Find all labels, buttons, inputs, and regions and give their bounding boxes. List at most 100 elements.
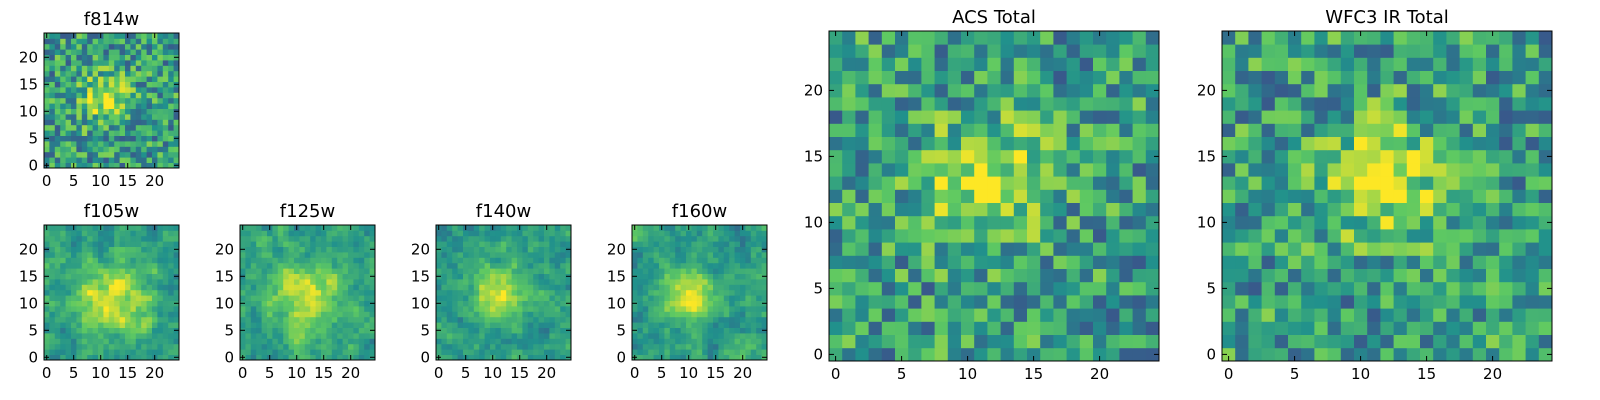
heatmap-cell bbox=[947, 83, 962, 98]
heatmap-cell bbox=[734, 262, 741, 269]
heatmap-cell bbox=[463, 289, 469, 296]
heatmap-cell bbox=[1472, 110, 1487, 124]
heatmap-cell bbox=[87, 311, 93, 318]
heatmap-cell bbox=[734, 246, 741, 253]
heatmap-cell bbox=[1000, 255, 1015, 269]
heatmap-cell bbox=[342, 338, 349, 345]
heatmap-cell bbox=[114, 97, 120, 104]
heatmap-cell bbox=[895, 136, 909, 151]
heatmap-cell bbox=[1040, 189, 1054, 203]
heatmap-cell bbox=[65, 241, 72, 247]
heatmap-cell bbox=[511, 289, 518, 296]
heatmap-cell bbox=[108, 38, 115, 45]
heatmap-cell bbox=[707, 322, 714, 328]
heatmap-cell bbox=[364, 333, 370, 339]
heatmap-cell bbox=[119, 295, 126, 301]
heatmap-cell bbox=[130, 135, 137, 142]
heatmap-cell bbox=[1106, 176, 1120, 190]
heatmap-cell bbox=[452, 268, 458, 274]
heatmap-cell bbox=[549, 306, 556, 312]
heatmap-cell bbox=[353, 311, 360, 318]
heatmap-cell bbox=[1486, 149, 1500, 164]
heatmap-cell bbox=[1393, 83, 1408, 98]
heatmap-cell bbox=[1235, 242, 1249, 256]
heatmap-cell bbox=[648, 279, 654, 285]
heatmap-cell bbox=[315, 246, 322, 253]
heatmap-cell bbox=[81, 70, 88, 77]
heatmap-cell bbox=[130, 327, 137, 334]
heatmap-cell bbox=[65, 162, 72, 169]
heatmap-cell bbox=[54, 225, 61, 231]
heatmap-cell bbox=[304, 333, 311, 339]
heatmap-cell bbox=[60, 97, 66, 104]
heatmap-cell bbox=[1354, 136, 1368, 151]
heatmap-cell bbox=[173, 92, 180, 99]
heatmap-cell bbox=[1538, 242, 1553, 256]
heatmap-cell bbox=[152, 65, 158, 72]
heatmap-cell bbox=[125, 87, 131, 93]
heatmap-cell bbox=[321, 230, 327, 237]
heatmap-cell bbox=[87, 54, 93, 61]
heatmap-cell bbox=[1145, 189, 1160, 203]
heatmap-cell bbox=[277, 354, 284, 361]
heatmap-cell bbox=[81, 268, 88, 274]
heatmap-cell bbox=[342, 354, 349, 361]
heatmap-cell bbox=[538, 241, 545, 247]
heatmap-cell bbox=[44, 157, 50, 163]
heatmap-cell bbox=[653, 268, 660, 274]
heatmap-cell bbox=[664, 300, 671, 307]
heatmap-cell bbox=[141, 257, 147, 264]
heatmap-cell bbox=[1420, 97, 1434, 111]
heatmap-cell bbox=[441, 295, 448, 301]
heatmap-cell bbox=[1013, 347, 1028, 362]
heatmap-cell bbox=[696, 306, 703, 312]
heatmap-cell bbox=[669, 316, 676, 323]
heatmap-cell bbox=[881, 70, 896, 85]
heatmap-cell bbox=[750, 322, 757, 328]
heatmap-cell bbox=[987, 268, 1001, 283]
heatmap-cell bbox=[495, 295, 502, 301]
heatmap-cell bbox=[54, 235, 61, 242]
heatmap-cell bbox=[1248, 281, 1262, 296]
heatmap-cell bbox=[560, 289, 566, 296]
heatmap-cell bbox=[441, 289, 448, 296]
heatmap-cell bbox=[299, 257, 306, 264]
heatmap-cell bbox=[60, 327, 66, 334]
heatmap-cell bbox=[527, 273, 534, 280]
heatmap-cell bbox=[1301, 202, 1315, 217]
heatmap-cell bbox=[342, 252, 349, 258]
heatmap-cell bbox=[745, 268, 752, 274]
heatmap-cell bbox=[1512, 149, 1526, 164]
heatmap-cell bbox=[108, 130, 115, 136]
heatmap-cell bbox=[1340, 149, 1355, 164]
heatmap-cell bbox=[108, 119, 115, 126]
heatmap-cell bbox=[1119, 242, 1133, 256]
heatmap-cell bbox=[881, 268, 896, 283]
heatmap-cell bbox=[141, 349, 147, 355]
heatmap-cell bbox=[484, 289, 491, 296]
heatmap-cell bbox=[119, 141, 126, 147]
heatmap-cell bbox=[495, 252, 502, 258]
heatmap-cell bbox=[691, 338, 698, 345]
heatmap-cell bbox=[908, 149, 922, 164]
heatmap-cell bbox=[734, 279, 741, 285]
heatmap-cell bbox=[119, 76, 126, 82]
heatmap-cell bbox=[1222, 295, 1236, 309]
heatmap-cell bbox=[173, 284, 180, 291]
heatmap-cell bbox=[446, 327, 453, 334]
heatmap-cell bbox=[1367, 229, 1381, 243]
heatmap-cell bbox=[921, 229, 935, 243]
heatmap-cell bbox=[283, 316, 289, 323]
heatmap-cell bbox=[675, 225, 681, 231]
heatmap-cell bbox=[1525, 281, 1540, 296]
heatmap-cell bbox=[146, 349, 153, 355]
heatmap-cell bbox=[1013, 110, 1028, 124]
heatmap-cell bbox=[1013, 189, 1028, 203]
heatmap-cell bbox=[261, 327, 268, 334]
heatmap-cell bbox=[1327, 149, 1342, 164]
heatmap-cell bbox=[554, 306, 561, 312]
heatmap-cell bbox=[669, 284, 676, 291]
heatmap-cell bbox=[49, 70, 56, 77]
heatmap-cell bbox=[452, 241, 458, 247]
heatmap-cell bbox=[369, 279, 376, 285]
